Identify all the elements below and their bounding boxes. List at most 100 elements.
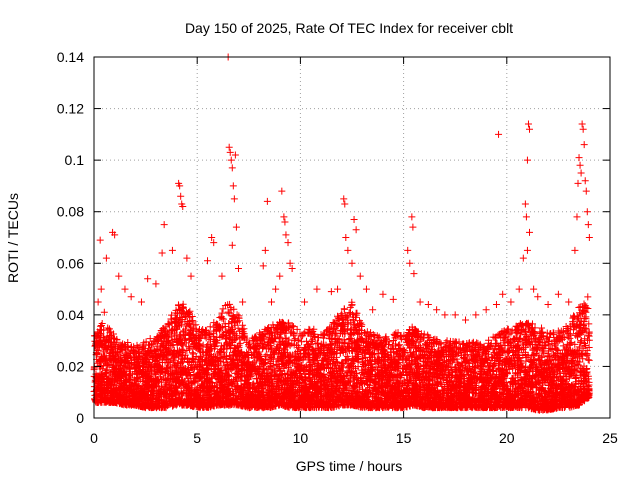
roti-point — [176, 393, 184, 401]
roti-point — [154, 334, 162, 342]
roti-point — [103, 397, 111, 405]
roti-point — [132, 363, 140, 371]
roti-point — [185, 343, 193, 351]
roti-point — [97, 330, 105, 338]
roti-point — [144, 373, 152, 381]
roti-point — [162, 377, 170, 385]
roti-point — [117, 356, 125, 364]
roti-point — [125, 393, 133, 401]
roti-point — [157, 396, 165, 404]
roti-point — [156, 342, 164, 350]
roti-point — [97, 353, 105, 361]
roti-point — [106, 350, 114, 358]
roti-point — [164, 368, 172, 376]
roti-point — [124, 355, 132, 363]
roti-point — [171, 317, 179, 325]
roti-point — [176, 379, 184, 387]
roti-point — [184, 310, 192, 318]
roti-point — [125, 375, 133, 383]
roti-point — [163, 338, 171, 346]
roti-point — [127, 344, 135, 352]
roti-point — [132, 401, 140, 409]
roti-point — [98, 365, 106, 373]
roti-point — [122, 397, 130, 405]
roti-point — [101, 359, 109, 367]
roti-point — [188, 364, 196, 372]
roti-point — [146, 383, 154, 391]
roti-point — [98, 326, 106, 334]
roti-point — [164, 338, 172, 346]
roti-point — [105, 374, 113, 382]
roti-point — [165, 359, 173, 367]
roti-point — [185, 335, 193, 343]
roti-point — [104, 324, 112, 332]
roti-point — [118, 367, 126, 375]
roti-point — [183, 384, 191, 392]
roti-point — [93, 342, 101, 350]
roti-point — [162, 364, 170, 372]
roti-point — [184, 374, 192, 382]
roti-point — [180, 327, 188, 335]
roti-point — [123, 383, 131, 391]
roti-point — [177, 389, 185, 397]
roti-point — [174, 301, 182, 309]
roti-point — [153, 375, 161, 383]
roti-point — [195, 346, 203, 354]
roti-point — [110, 339, 118, 347]
roti-point — [143, 349, 151, 357]
roti-point — [133, 374, 141, 382]
roti-point — [153, 401, 161, 409]
roti-point — [185, 309, 193, 317]
roti-point — [174, 384, 182, 392]
roti-point — [177, 348, 185, 356]
roti-point — [174, 360, 182, 368]
roti-point — [111, 372, 119, 380]
roti-point — [153, 382, 161, 390]
roti-point — [135, 389, 143, 397]
roti-point — [132, 353, 140, 361]
roti-point — [101, 395, 109, 403]
roti-point — [194, 341, 202, 349]
roti-point — [165, 321, 173, 329]
roti-point — [99, 348, 107, 356]
roti-point — [133, 341, 141, 349]
roti-point — [173, 334, 181, 342]
roti-point — [193, 371, 201, 379]
roti-point — [123, 398, 131, 406]
roti-point — [186, 331, 194, 339]
roti-point — [194, 384, 202, 392]
roti-point — [146, 335, 154, 343]
roti-point — [178, 378, 186, 386]
data-points — [90, 53, 593, 414]
roti-point — [177, 309, 185, 317]
roti-point — [104, 388, 112, 396]
roti-point — [197, 388, 205, 396]
roti-point — [178, 340, 186, 348]
roti-point — [143, 379, 151, 387]
roti-point — [184, 358, 192, 366]
roti-point — [122, 372, 130, 380]
roti-point — [153, 402, 161, 409]
roti-point — [113, 338, 121, 346]
roti-point — [144, 396, 152, 404]
roti-point — [183, 347, 191, 355]
roti-point — [190, 390, 198, 398]
roti-point — [112, 385, 120, 393]
roti-point — [102, 341, 110, 349]
roti-point — [173, 366, 181, 374]
roti-point — [163, 329, 171, 337]
roti-point — [142, 338, 150, 346]
roti-point — [163, 394, 171, 402]
roti-point — [113, 399, 121, 407]
roti-point — [113, 390, 121, 398]
roti-point — [145, 359, 153, 367]
roti-point — [185, 385, 193, 393]
roti-point — [154, 361, 162, 369]
roti-point — [134, 382, 142, 390]
roti-point — [114, 348, 122, 356]
roti-point — [202, 371, 210, 379]
roti-point — [163, 400, 171, 408]
roti-point — [194, 402, 202, 410]
roti-point — [176, 314, 184, 322]
roti-point — [196, 360, 204, 368]
